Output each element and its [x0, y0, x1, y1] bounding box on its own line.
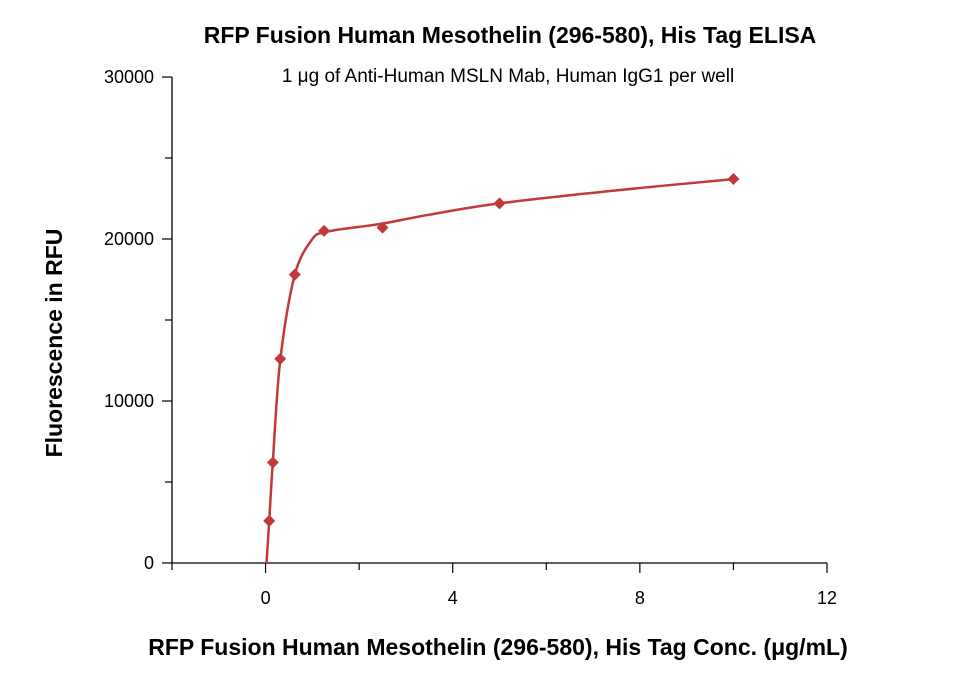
data-point-diamond — [318, 224, 331, 237]
chart-subtitle: 1 μg of Anti-Human MSLN Mab, Human IgG1 … — [282, 66, 734, 87]
axes — [162, 76, 828, 573]
data-point-diamond — [376, 221, 389, 234]
x-tick-label: 12 — [817, 588, 837, 608]
y-tick-label: 0 — [144, 553, 154, 573]
data-point-diamond — [274, 352, 287, 365]
y-tick-label: 20000 — [104, 229, 154, 249]
data-point-diamond — [493, 197, 506, 210]
y-axis-label: Fluorescence in RFU — [41, 229, 67, 458]
tick-labels: 0 10000 20000 30000 0 4 8 12 — [104, 67, 837, 608]
data-point-diamond — [288, 268, 301, 281]
x-tick-label: 4 — [448, 588, 458, 608]
data-point-diamond — [266, 456, 279, 469]
data-point-diamond — [263, 514, 276, 527]
data-point-diamond — [727, 173, 740, 186]
data-points — [263, 173, 740, 527]
fit-curve — [265, 177, 734, 564]
x-axis-label: RFP Fusion Human Mesothelin (296-580), H… — [148, 634, 847, 660]
x-tick-label: 8 — [635, 588, 645, 608]
y-tick-label: 30000 — [104, 67, 154, 87]
y-tick-label: 10000 — [104, 391, 154, 411]
chart-title: RFP Fusion Human Mesothelin (296-580), H… — [204, 22, 817, 48]
x-tick-label: 0 — [261, 588, 271, 608]
